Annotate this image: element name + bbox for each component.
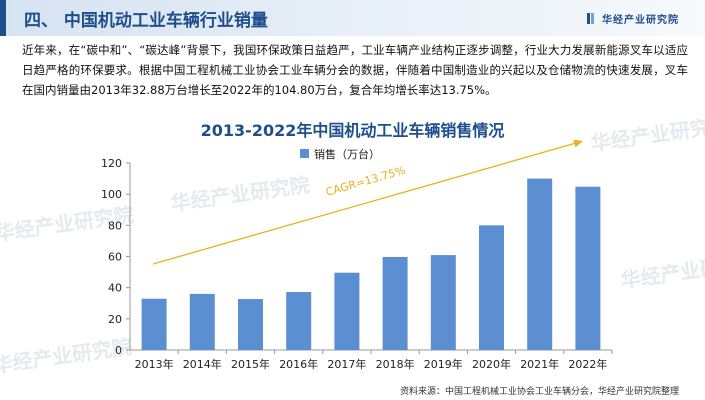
trend-arrow-head bbox=[573, 139, 583, 148]
brand-logo: 华经产业研究院 bbox=[587, 11, 679, 26]
y-tick-label: 40 bbox=[108, 282, 122, 295]
x-tick-label: 2019年 bbox=[424, 357, 463, 371]
bar bbox=[334, 272, 360, 350]
x-tick-label: 2021年 bbox=[520, 357, 559, 371]
y-tick-label: 0 bbox=[115, 344, 122, 357]
x-tick-label: 2014年 bbox=[183, 357, 222, 371]
bar bbox=[479, 225, 504, 350]
chart-title: 2013-2022年中国机动工业车辆销售情况 bbox=[200, 121, 505, 140]
bar bbox=[430, 255, 456, 350]
x-tick-label: 2016年 bbox=[279, 357, 318, 371]
cagr-annotation: CAGR=13.75% bbox=[324, 164, 407, 199]
bar bbox=[286, 292, 312, 350]
logo-bars-icon bbox=[587, 13, 597, 24]
x-tick-label: 2022年 bbox=[568, 357, 607, 371]
bar bbox=[141, 298, 167, 350]
legend-label: 销售（万台） bbox=[314, 147, 380, 161]
legend-swatch bbox=[300, 149, 309, 158]
x-tick-label: 2020年 bbox=[472, 357, 511, 371]
y-tick-label: 120 bbox=[101, 157, 122, 170]
trend-arrow-line bbox=[152, 142, 576, 265]
intro-paragraph: 近年来，在“碳中和”、“碳达峰”背景下，我国环保政策日益趋严，工业车辆产业结构正… bbox=[22, 43, 688, 97]
brand-name: 华经产业研究院 bbox=[602, 15, 679, 26]
x-tick-label: 2018年 bbox=[376, 357, 415, 371]
y-tick-label: 80 bbox=[108, 219, 122, 232]
x-tick-label: 2017年 bbox=[327, 357, 366, 371]
bar bbox=[575, 186, 601, 350]
header-accent-bar bbox=[0, 0, 6, 36]
y-tick-label: 20 bbox=[108, 313, 122, 326]
x-tick-label: 2015年 bbox=[231, 357, 270, 371]
x-tick-label: 2013年 bbox=[135, 357, 174, 371]
bar bbox=[189, 293, 215, 350]
page-title: 四、 中国机动工业车辆行业销量 bbox=[24, 11, 268, 31]
bar bbox=[527, 178, 553, 350]
source-note: 资料来源：中国工程机械工业协会工业车辆分会，华经产业研究院整理 bbox=[399, 387, 679, 397]
header-band: 四、 中国机动工业车辆行业销量 华经产业研究院 bbox=[0, 0, 705, 36]
bar bbox=[238, 299, 263, 350]
bar bbox=[382, 256, 408, 350]
y-tick-label: 60 bbox=[108, 251, 122, 264]
y-tick-label: 100 bbox=[101, 188, 122, 201]
